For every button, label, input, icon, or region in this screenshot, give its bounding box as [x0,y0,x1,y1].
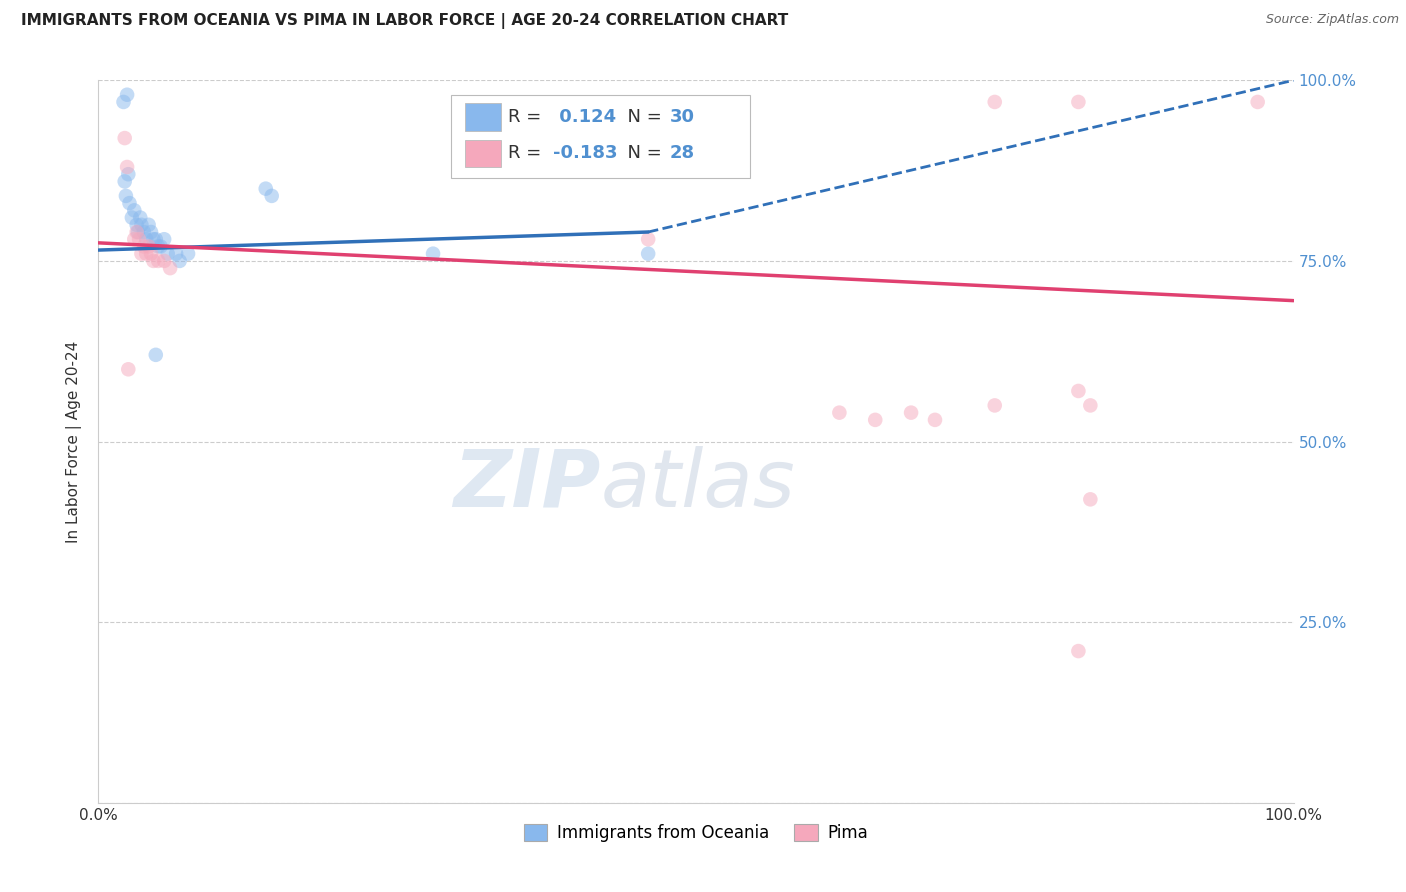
Point [156,246,179,260]
Point [254,182,277,196]
Text: 30: 30 [669,108,695,126]
Point [900,406,922,420]
Point [114,131,136,145]
Point [169,253,191,268]
Point [129,211,152,225]
Point [1067,384,1090,398]
Text: ZIP: ZIP [453,446,600,524]
Point [177,246,200,260]
Point [128,232,150,246]
Point [125,225,148,239]
Point [139,225,162,239]
Point [117,167,139,181]
Point [637,246,659,260]
Point [115,189,138,203]
Text: 0.124: 0.124 [553,108,616,126]
Point [132,239,155,253]
Point [125,218,148,232]
FancyBboxPatch shape [465,103,501,131]
Point [1067,95,1090,109]
Point [165,246,187,260]
Text: Source: ZipAtlas.com: Source: ZipAtlas.com [1265,13,1399,27]
Point [124,232,146,246]
Point [124,203,146,218]
Point [138,239,160,253]
Point [121,211,143,225]
FancyBboxPatch shape [465,139,501,167]
Point [153,253,176,268]
Point [865,413,887,427]
Point [260,189,283,203]
Point [131,218,153,232]
Point [118,196,141,211]
Point [828,406,851,420]
FancyBboxPatch shape [451,95,749,178]
Point [142,232,165,246]
Point [637,232,659,246]
Point [145,232,167,246]
Point [112,95,135,109]
Legend: Immigrants from Oceania, Pima: Immigrants from Oceania, Pima [517,817,875,848]
Text: 28: 28 [669,145,695,162]
Point [1080,398,1102,412]
Point [115,87,138,102]
Point [148,253,170,268]
Text: N =: N = [616,145,668,162]
Point [984,398,1007,412]
Point [924,413,946,427]
Text: -0.183: -0.183 [553,145,617,162]
Point [131,246,153,260]
Point [139,246,162,260]
Point [145,348,167,362]
Point [132,225,155,239]
Point [149,239,172,253]
Point [422,246,444,260]
Text: R =: R = [509,108,547,126]
Point [135,246,157,260]
Point [1080,492,1102,507]
Point [135,232,157,246]
Point [142,253,165,268]
Text: atlas: atlas [600,446,796,524]
Point [115,160,138,174]
Point [138,218,160,232]
Text: IMMIGRANTS FROM OCEANIA VS PIMA IN LABOR FORCE | AGE 20-24 CORRELATION CHART: IMMIGRANTS FROM OCEANIA VS PIMA IN LABOR… [21,13,789,29]
Point [984,95,1007,109]
Point [159,261,181,276]
Text: N =: N = [616,108,668,126]
Point [1247,95,1270,109]
Point [148,239,170,253]
Point [127,225,149,239]
Point [153,232,176,246]
Point [1067,644,1090,658]
Y-axis label: In Labor Force | Age 20-24: In Labor Force | Age 20-24 [66,341,83,542]
Point [117,362,139,376]
Text: R =: R = [509,145,547,162]
Point [114,174,136,188]
